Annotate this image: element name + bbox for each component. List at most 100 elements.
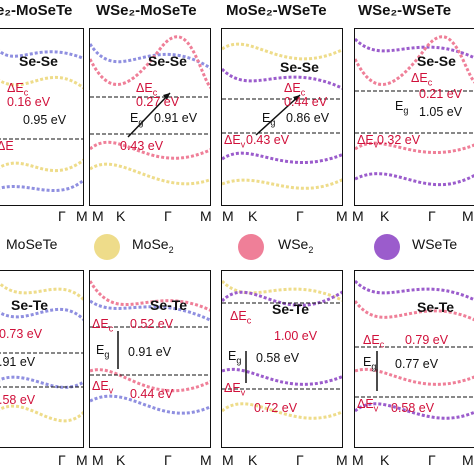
stacking-label: Se-Te xyxy=(417,299,455,315)
tick-k: K xyxy=(380,452,390,468)
tick-m: M xyxy=(336,452,348,468)
tick-m: M xyxy=(200,452,212,468)
legend-label-wse2: WSe2 xyxy=(278,236,314,255)
delta-ev-value: .58 eV xyxy=(0,393,36,407)
tick-gamma: Γ xyxy=(428,208,436,224)
tick-m: M xyxy=(462,208,474,224)
delta-ev-value: 0.44 eV xyxy=(130,387,174,401)
legend-swatch-wse2 xyxy=(238,234,264,260)
tick-m: M xyxy=(352,452,364,468)
tick-m: M xyxy=(222,452,234,468)
panel-title-2: WSe₂-MoSeTe xyxy=(96,2,197,19)
tick-gamma: Γ xyxy=(164,452,172,468)
band-panel-bottom-3: Se-Te ΔEc 1.00 eV Eg 0.58 eV ΔEv 0.72 eV xyxy=(221,270,343,448)
delta-ec-value: 0.73 eV xyxy=(0,327,43,341)
band-plot xyxy=(90,35,210,186)
stacking-label: Se-Te xyxy=(272,301,310,317)
delta-ec-value: 0.52 eV xyxy=(130,317,174,331)
band-plot xyxy=(222,42,342,190)
gap-label: Eg xyxy=(395,99,409,116)
delta-ev-label: ΔE xyxy=(0,139,14,153)
gap-value: 0.91 eV xyxy=(128,345,172,359)
delta-ev-value: 0.43 eV xyxy=(246,133,290,147)
delta-ec-value: 1.00 eV xyxy=(274,329,318,343)
tick-m: M xyxy=(92,208,104,224)
legend-swatch-mose2 xyxy=(94,234,120,260)
delta-ev-value: 0.58 eV xyxy=(391,401,435,415)
band-panel-bottom-4: Se-Te ΔEc 0.79 eV Eg 0.77 eV ΔEv 0.58 eV xyxy=(354,270,474,448)
tick-m: M xyxy=(200,208,212,224)
gap-value: .91 eV xyxy=(0,355,36,369)
delta-ec-label: ΔEc xyxy=(411,71,433,88)
delta-ec-value: 0.44 eV xyxy=(284,95,328,109)
band-plot xyxy=(355,279,474,420)
tick-gamma: Γ xyxy=(58,208,66,224)
band-plot xyxy=(222,279,342,420)
band-plot xyxy=(0,49,83,193)
delta-ec-label: ΔEc xyxy=(92,317,114,334)
delta-ev-value: 0.72 eV xyxy=(254,401,298,415)
band-plot xyxy=(0,281,83,423)
tick-m: M xyxy=(462,452,474,468)
delta-ec-label: ΔEc xyxy=(136,81,158,98)
tick-k: K xyxy=(116,208,126,224)
gap-label: Eg xyxy=(228,349,242,366)
delta-ev-label: ΔEv xyxy=(224,133,246,150)
stacking-label: Se-Te xyxy=(11,297,49,313)
tick-gamma: Γ xyxy=(296,208,304,224)
band-plot xyxy=(90,280,210,415)
legend-label-mosete: MoSeTe xyxy=(6,236,58,252)
band-panel-top-1: Se-Se ΔEc 0.16 eV 0.95 eV ΔE xyxy=(0,28,84,206)
gap-value: 0.91 eV xyxy=(154,111,198,125)
stacking-label: Se-Se xyxy=(19,53,58,69)
delta-ev-value: 0.43 eV xyxy=(120,139,164,153)
stacking-label: Se-Te xyxy=(150,297,188,313)
panel-title-3: MoSe₂-WSeTe xyxy=(226,2,327,19)
panel-title-1: e₂-MoSeTe xyxy=(0,2,73,19)
delta-ec-value: 0.16 eV xyxy=(7,95,51,109)
tick-m: M xyxy=(352,208,364,224)
stacking-label: Se-Se xyxy=(417,53,456,69)
tick-gamma: Γ xyxy=(164,208,172,224)
tick-m: M xyxy=(76,208,88,224)
delta-ev-label: ΔEv xyxy=(357,397,379,414)
tick-m: M xyxy=(336,208,348,224)
gap-value: 0.58 eV xyxy=(256,351,300,365)
band-panel-bottom-1: Se-Te 0.73 eV .91 eV .58 eV xyxy=(0,270,84,448)
delta-ev-label: ΔEv xyxy=(224,381,246,398)
band-plot xyxy=(355,35,474,187)
tick-m: M xyxy=(92,452,104,468)
gap-label: Eg xyxy=(262,111,276,128)
legend-label-wsete: WSeTe xyxy=(412,236,458,252)
delta-ev-label: ΔEv xyxy=(92,379,114,396)
stacking-label: Se-Se xyxy=(148,53,187,69)
tick-m: M xyxy=(76,452,88,468)
band-panel-top-2: Se-Se ΔEc 0.27 eV Eg 0.91 eV 0.43 eV xyxy=(89,28,211,206)
band-panel-top-3: Se-Se ΔEc 0.44 eV Eg 0.86 eV ΔEv 0.43 eV xyxy=(221,28,343,206)
gap-value: 0.77 eV xyxy=(395,357,439,371)
band-panel-bottom-2: Se-Te ΔEc 0.52 eV Eg 0.91 eV ΔEv 0.44 eV xyxy=(89,270,211,448)
gap-value: 0.86 eV xyxy=(286,111,330,125)
gap-label: Eg xyxy=(96,343,110,360)
legend-swatch-wsete xyxy=(374,234,400,260)
delta-ec-label: ΔEc xyxy=(284,81,306,98)
delta-ec-label: ΔEc xyxy=(363,333,385,350)
gap-value: 1.05 eV xyxy=(419,105,463,119)
delta-ec-value: 0.79 eV xyxy=(405,333,449,347)
tick-k: K xyxy=(116,452,126,468)
gap-label: Eg xyxy=(130,111,144,128)
tick-k: K xyxy=(248,208,258,224)
tick-m: M xyxy=(222,208,234,224)
delta-ec-value: 0.21 eV xyxy=(419,87,463,101)
delta-ev-value: 0.32 eV xyxy=(377,133,421,147)
panel-title-4: WSe₂-WSeTe xyxy=(358,2,452,19)
delta-ev-label: ΔEv xyxy=(357,133,379,150)
tick-k: K xyxy=(248,452,258,468)
tick-k: K xyxy=(380,208,390,224)
delta-ec-value: 0.27 eV xyxy=(136,95,180,109)
stacking-label: Se-Se xyxy=(280,59,319,75)
tick-gamma: Γ xyxy=(58,452,66,468)
delta-ec-label: ΔEc xyxy=(7,81,29,98)
tick-gamma: Γ xyxy=(428,452,436,468)
delta-ec-label: ΔEc xyxy=(230,309,252,326)
